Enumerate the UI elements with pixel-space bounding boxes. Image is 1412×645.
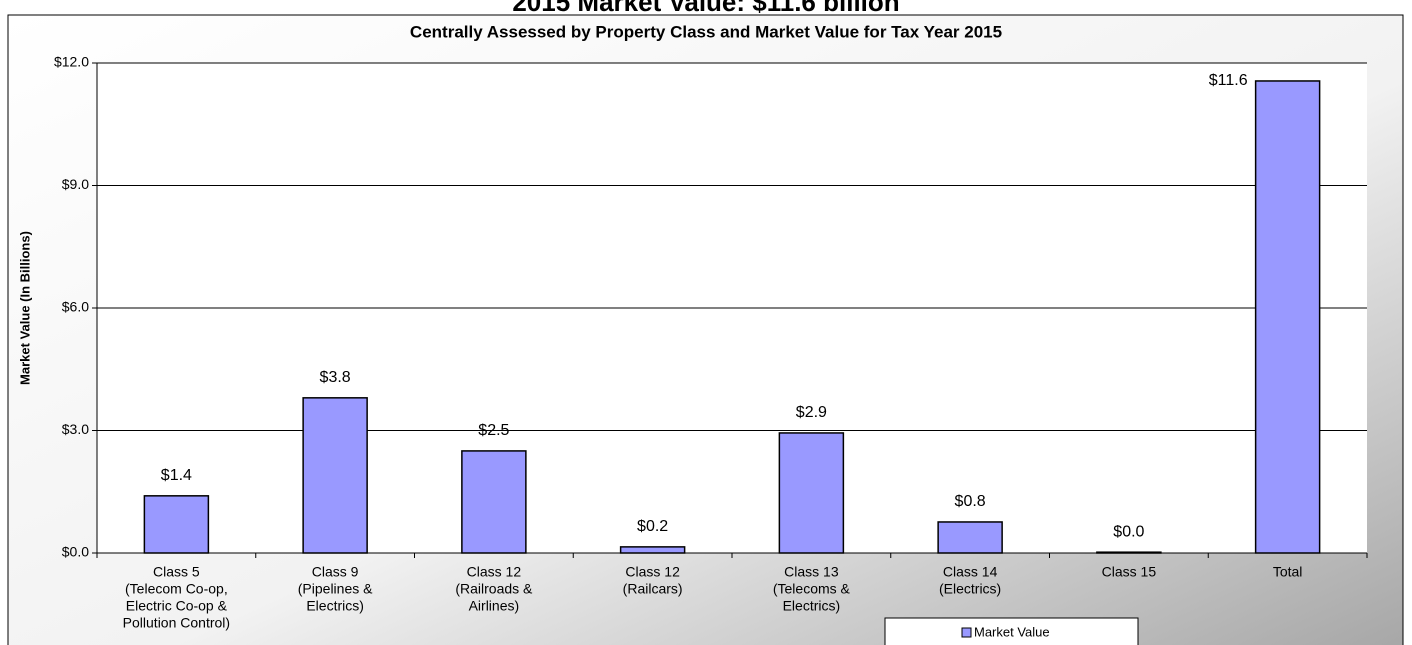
x-tick-label: Pollution Control)	[123, 615, 230, 631]
x-tick-label: Class 5	[153, 564, 200, 580]
x-tick-label: Electrics)	[783, 598, 841, 614]
x-tick-label: Total	[1273, 564, 1303, 580]
x-tick-label: (Pipelines &	[298, 581, 373, 597]
x-tick-label: (Telecoms &	[773, 581, 851, 597]
x-tick-label: Class 9	[312, 564, 359, 580]
legend-box	[884, 617, 1139, 645]
data-label: $0.8	[955, 493, 986, 510]
x-tick-label: Class 12	[625, 564, 680, 580]
x-tick-label: Class 12	[467, 564, 522, 580]
x-tick-label: (Railroads &	[455, 581, 533, 597]
data-label: $0.0	[1113, 523, 1144, 540]
data-label: $1.4	[161, 467, 192, 484]
chart-title: Centrally Assessed by Property Class and…	[410, 22, 1002, 41]
y-tick-label: $3.0	[62, 421, 89, 437]
x-tick-label: (Railcars)	[623, 581, 683, 597]
bar	[1254, 80, 1321, 554]
y-axis-label: Market Value (In Billions)	[17, 231, 32, 385]
x-tick-label: (Electrics)	[939, 581, 1001, 597]
x-tick-label: Class 15	[1102, 564, 1157, 580]
bar	[461, 450, 527, 554]
data-label: $0.2	[637, 518, 668, 535]
y-tick-label: $0.0	[62, 544, 89, 560]
x-tick-label: Airlines)	[469, 598, 520, 614]
x-tick-label: Class 14	[943, 564, 998, 580]
bar	[1096, 551, 1162, 554]
bar	[778, 432, 845, 554]
bar	[302, 397, 368, 554]
y-tick-label: $9.0	[62, 176, 89, 192]
data-label: $2.5	[478, 422, 509, 439]
data-label: $11.6	[1209, 72, 1248, 89]
data-label: $2.9	[796, 404, 827, 421]
legend-swatch	[961, 627, 972, 638]
x-tick-label: Class 13	[784, 564, 839, 580]
y-tick-label: $6.0	[62, 299, 89, 315]
bar	[937, 521, 1003, 554]
legend-label: Market Value	[974, 624, 1050, 639]
x-tick-label: Electric Co-op &	[126, 598, 228, 614]
data-label: $3.8	[320, 369, 351, 386]
heading: 2015 Market Value: $11.6 billion	[512, 0, 899, 17]
y-tick-label: $12.0	[54, 54, 89, 70]
bar	[619, 546, 686, 554]
x-tick-label: Electrics)	[306, 598, 364, 614]
bar	[143, 495, 210, 554]
x-tick-label: (Telecom Co-op,	[125, 581, 228, 597]
